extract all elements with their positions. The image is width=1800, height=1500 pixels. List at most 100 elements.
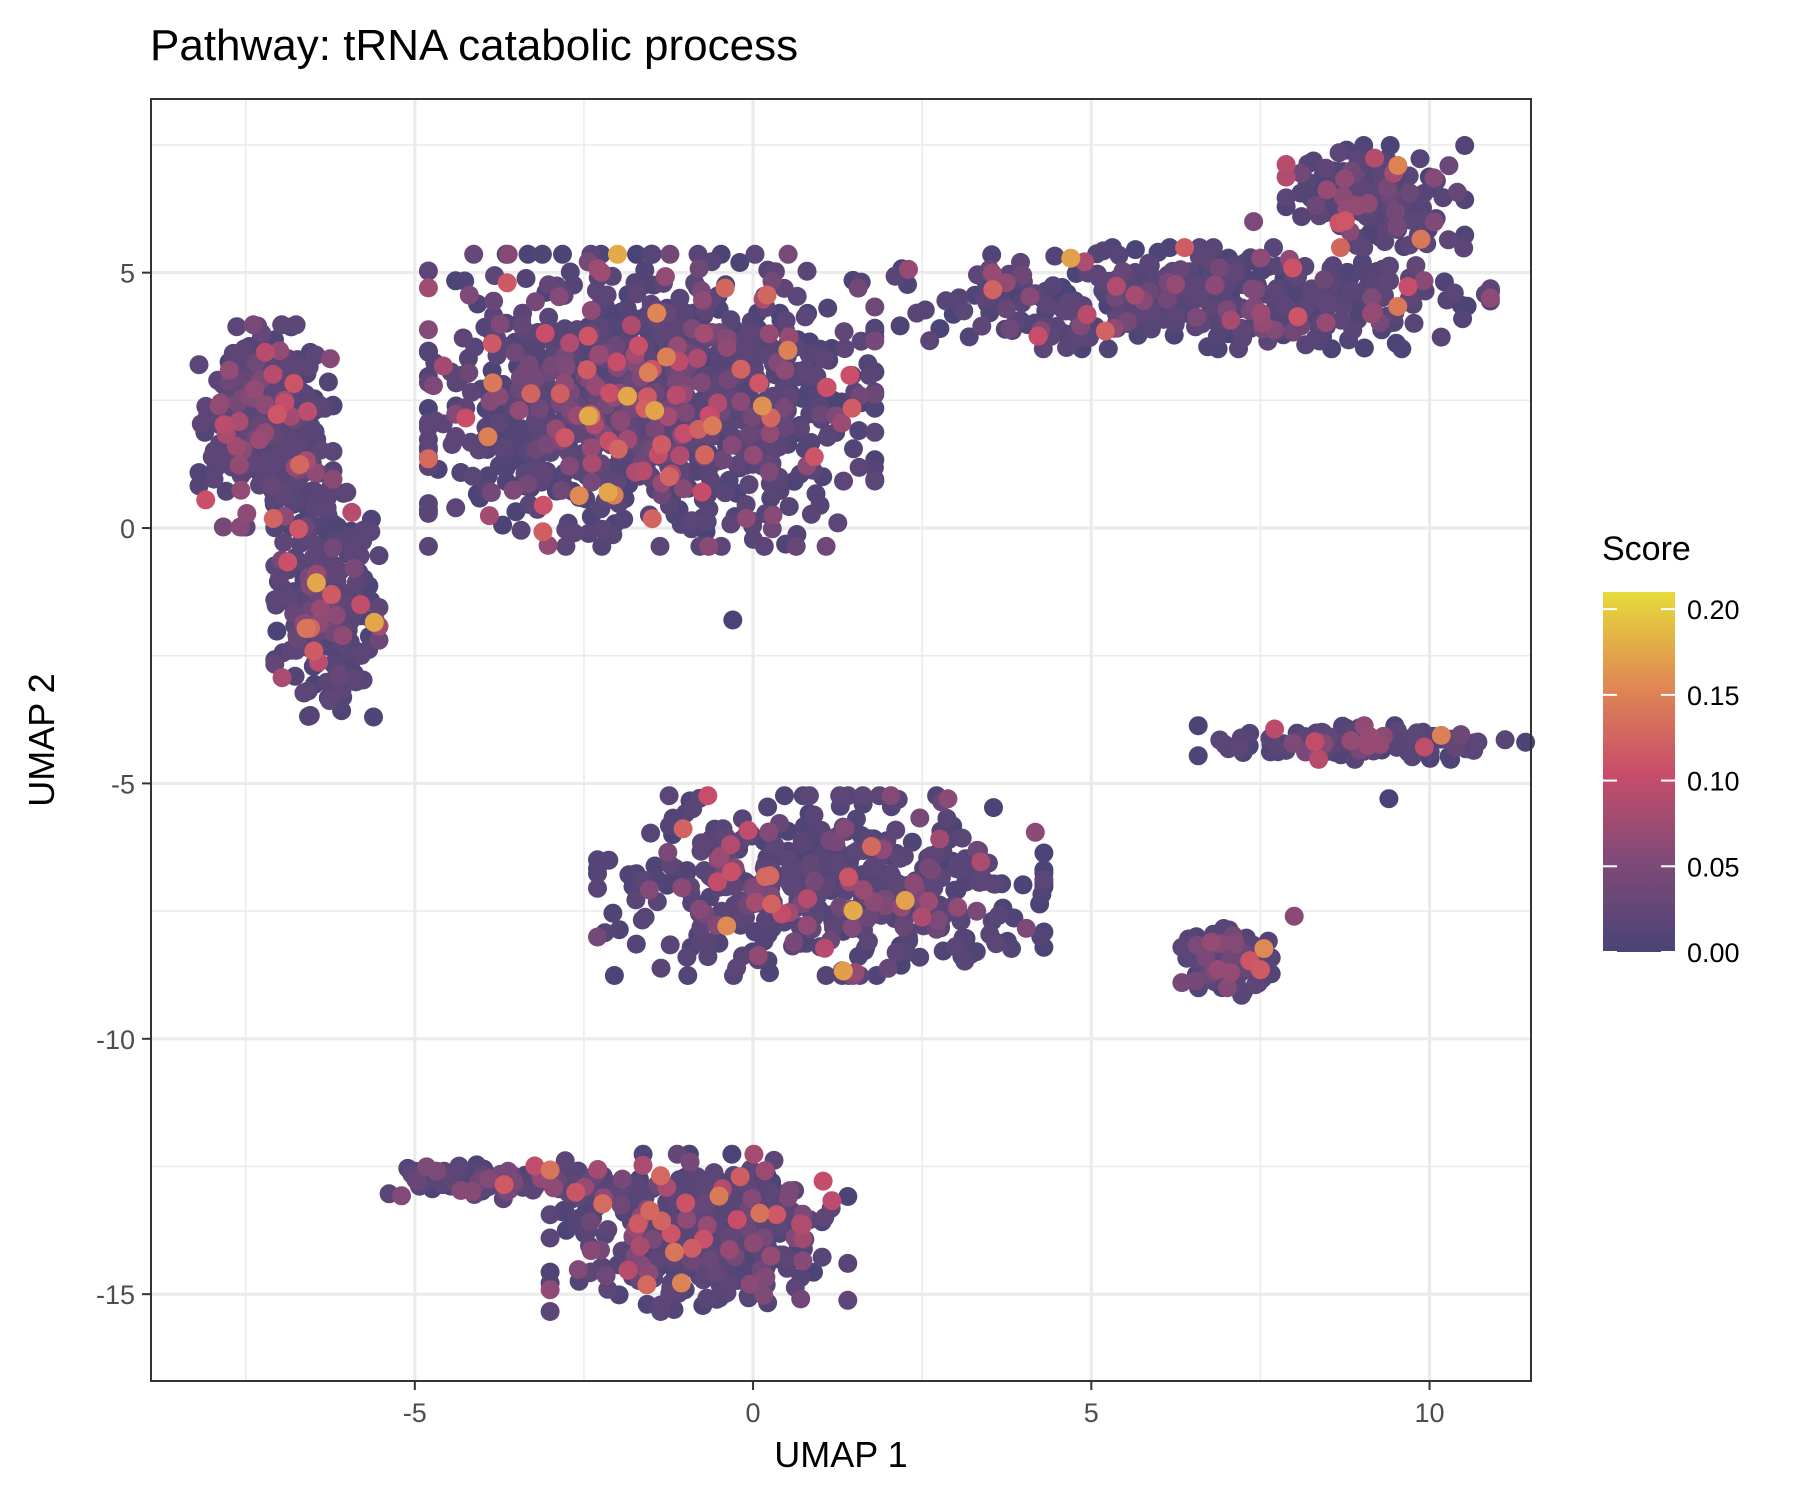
scatter-point: [1453, 309, 1473, 329]
scatter-point: [847, 841, 867, 861]
scatter-point: [759, 822, 779, 842]
scatter-point: [612, 1169, 632, 1189]
scatter-point: [1410, 149, 1430, 169]
scatter-point: [745, 892, 765, 912]
scatter-point: [645, 419, 665, 439]
scatter-point: [1002, 939, 1021, 958]
scatter-point: [688, 348, 707, 368]
scatter-point: [322, 585, 341, 604]
scatter-point: [318, 372, 338, 392]
scatter-point: [750, 1203, 770, 1223]
scatter-point: [1444, 283, 1464, 303]
scatter-point: [865, 858, 885, 878]
x-tick-label: 5: [1084, 1398, 1099, 1428]
scatter-point: [804, 805, 824, 825]
scatter-point: [519, 355, 539, 375]
scatter-point: [1516, 732, 1536, 752]
scatter-point: [1201, 299, 1221, 319]
scatter-point: [581, 1241, 601, 1261]
scatter-point: [418, 320, 438, 340]
scatter-point: [723, 876, 743, 896]
scatter-point: [549, 287, 569, 307]
scatter-point: [645, 401, 665, 421]
scatter-point: [525, 292, 545, 312]
scatter-point: [754, 536, 774, 556]
scatter-point: [660, 244, 680, 264]
scatter-point: [849, 457, 869, 477]
scatter-point: [509, 400, 529, 420]
scatter-point: [1431, 725, 1451, 745]
scatter-point: [635, 907, 655, 927]
scatter-point: [818, 298, 838, 318]
scatter-point: [865, 331, 885, 351]
scatter-point: [556, 357, 576, 377]
scatter-point: [1171, 260, 1191, 280]
scatter-point: [392, 1186, 411, 1206]
scatter-point: [853, 880, 873, 900]
scatter-point: [727, 1210, 747, 1230]
scatter-point: [730, 1167, 750, 1187]
scatter-point: [748, 946, 768, 966]
scatter-point: [886, 943, 906, 962]
scatter-point: [1354, 338, 1374, 358]
scatter-point: [245, 454, 265, 474]
scatter-point: [1377, 178, 1397, 198]
scatter-point: [754, 1285, 774, 1305]
scatter-point: [581, 438, 601, 458]
scatter-point: [723, 610, 743, 630]
scatter-point: [1004, 908, 1024, 928]
scatter-point: [566, 1182, 586, 1202]
scatter-point: [722, 435, 742, 455]
scatter-point: [840, 365, 860, 385]
scatter-point: [682, 1238, 702, 1258]
scatter-point: [1242, 279, 1262, 299]
scatter-point: [739, 323, 759, 343]
scatter-point: [1265, 719, 1285, 739]
scatter-point: [718, 370, 738, 390]
scatter-point: [920, 331, 940, 351]
scatter-point: [780, 874, 800, 894]
scatter-point: [1480, 288, 1500, 308]
scatter-point: [666, 385, 686, 405]
scatter-point: [774, 398, 794, 418]
scatter-point: [1000, 319, 1020, 339]
scatter-point: [682, 511, 702, 531]
scatter-point: [1139, 253, 1159, 273]
scatter-point: [556, 520, 576, 540]
scatter-point: [1172, 973, 1192, 993]
scatter-point: [755, 1161, 775, 1181]
scatter-point: [1306, 195, 1326, 215]
scatter-point: [498, 244, 518, 264]
color-bar-label: 0.20: [1687, 595, 1740, 625]
scatter-point: [890, 848, 910, 868]
scatter-point: [1225, 262, 1245, 282]
scatter-point: [838, 867, 858, 887]
scatter-point: [216, 481, 236, 501]
scatter-point: [1244, 212, 1264, 232]
scatter-point: [946, 937, 966, 957]
scatter-point: [798, 889, 817, 909]
scatter-point: [688, 419, 708, 439]
scatter-point: [461, 382, 481, 402]
scatter-point: [493, 437, 513, 457]
scatter-point: [1210, 730, 1230, 750]
scatter-point: [676, 403, 696, 423]
scatter-point: [835, 339, 855, 359]
color-bar-label: 0.00: [1687, 938, 1740, 968]
scatter-point: [731, 359, 751, 379]
scatter-point: [996, 299, 1016, 319]
scatter-point: [1109, 245, 1129, 265]
scatter-point: [826, 832, 845, 852]
scatter-point: [814, 349, 834, 369]
scatter-point: [677, 1210, 697, 1229]
scatter-point: [555, 1151, 575, 1171]
scatter-point: [793, 1229, 813, 1249]
scatter-point: [1251, 960, 1270, 980]
scatter-point: [637, 1275, 657, 1295]
y-tick-label: -10: [96, 1025, 135, 1055]
scatter-point: [599, 850, 619, 870]
scatter-point: [740, 1274, 760, 1294]
scatter-point: [822, 1191, 842, 1211]
scatter-point: [326, 605, 346, 625]
color-bar-label: 0.10: [1687, 767, 1740, 797]
